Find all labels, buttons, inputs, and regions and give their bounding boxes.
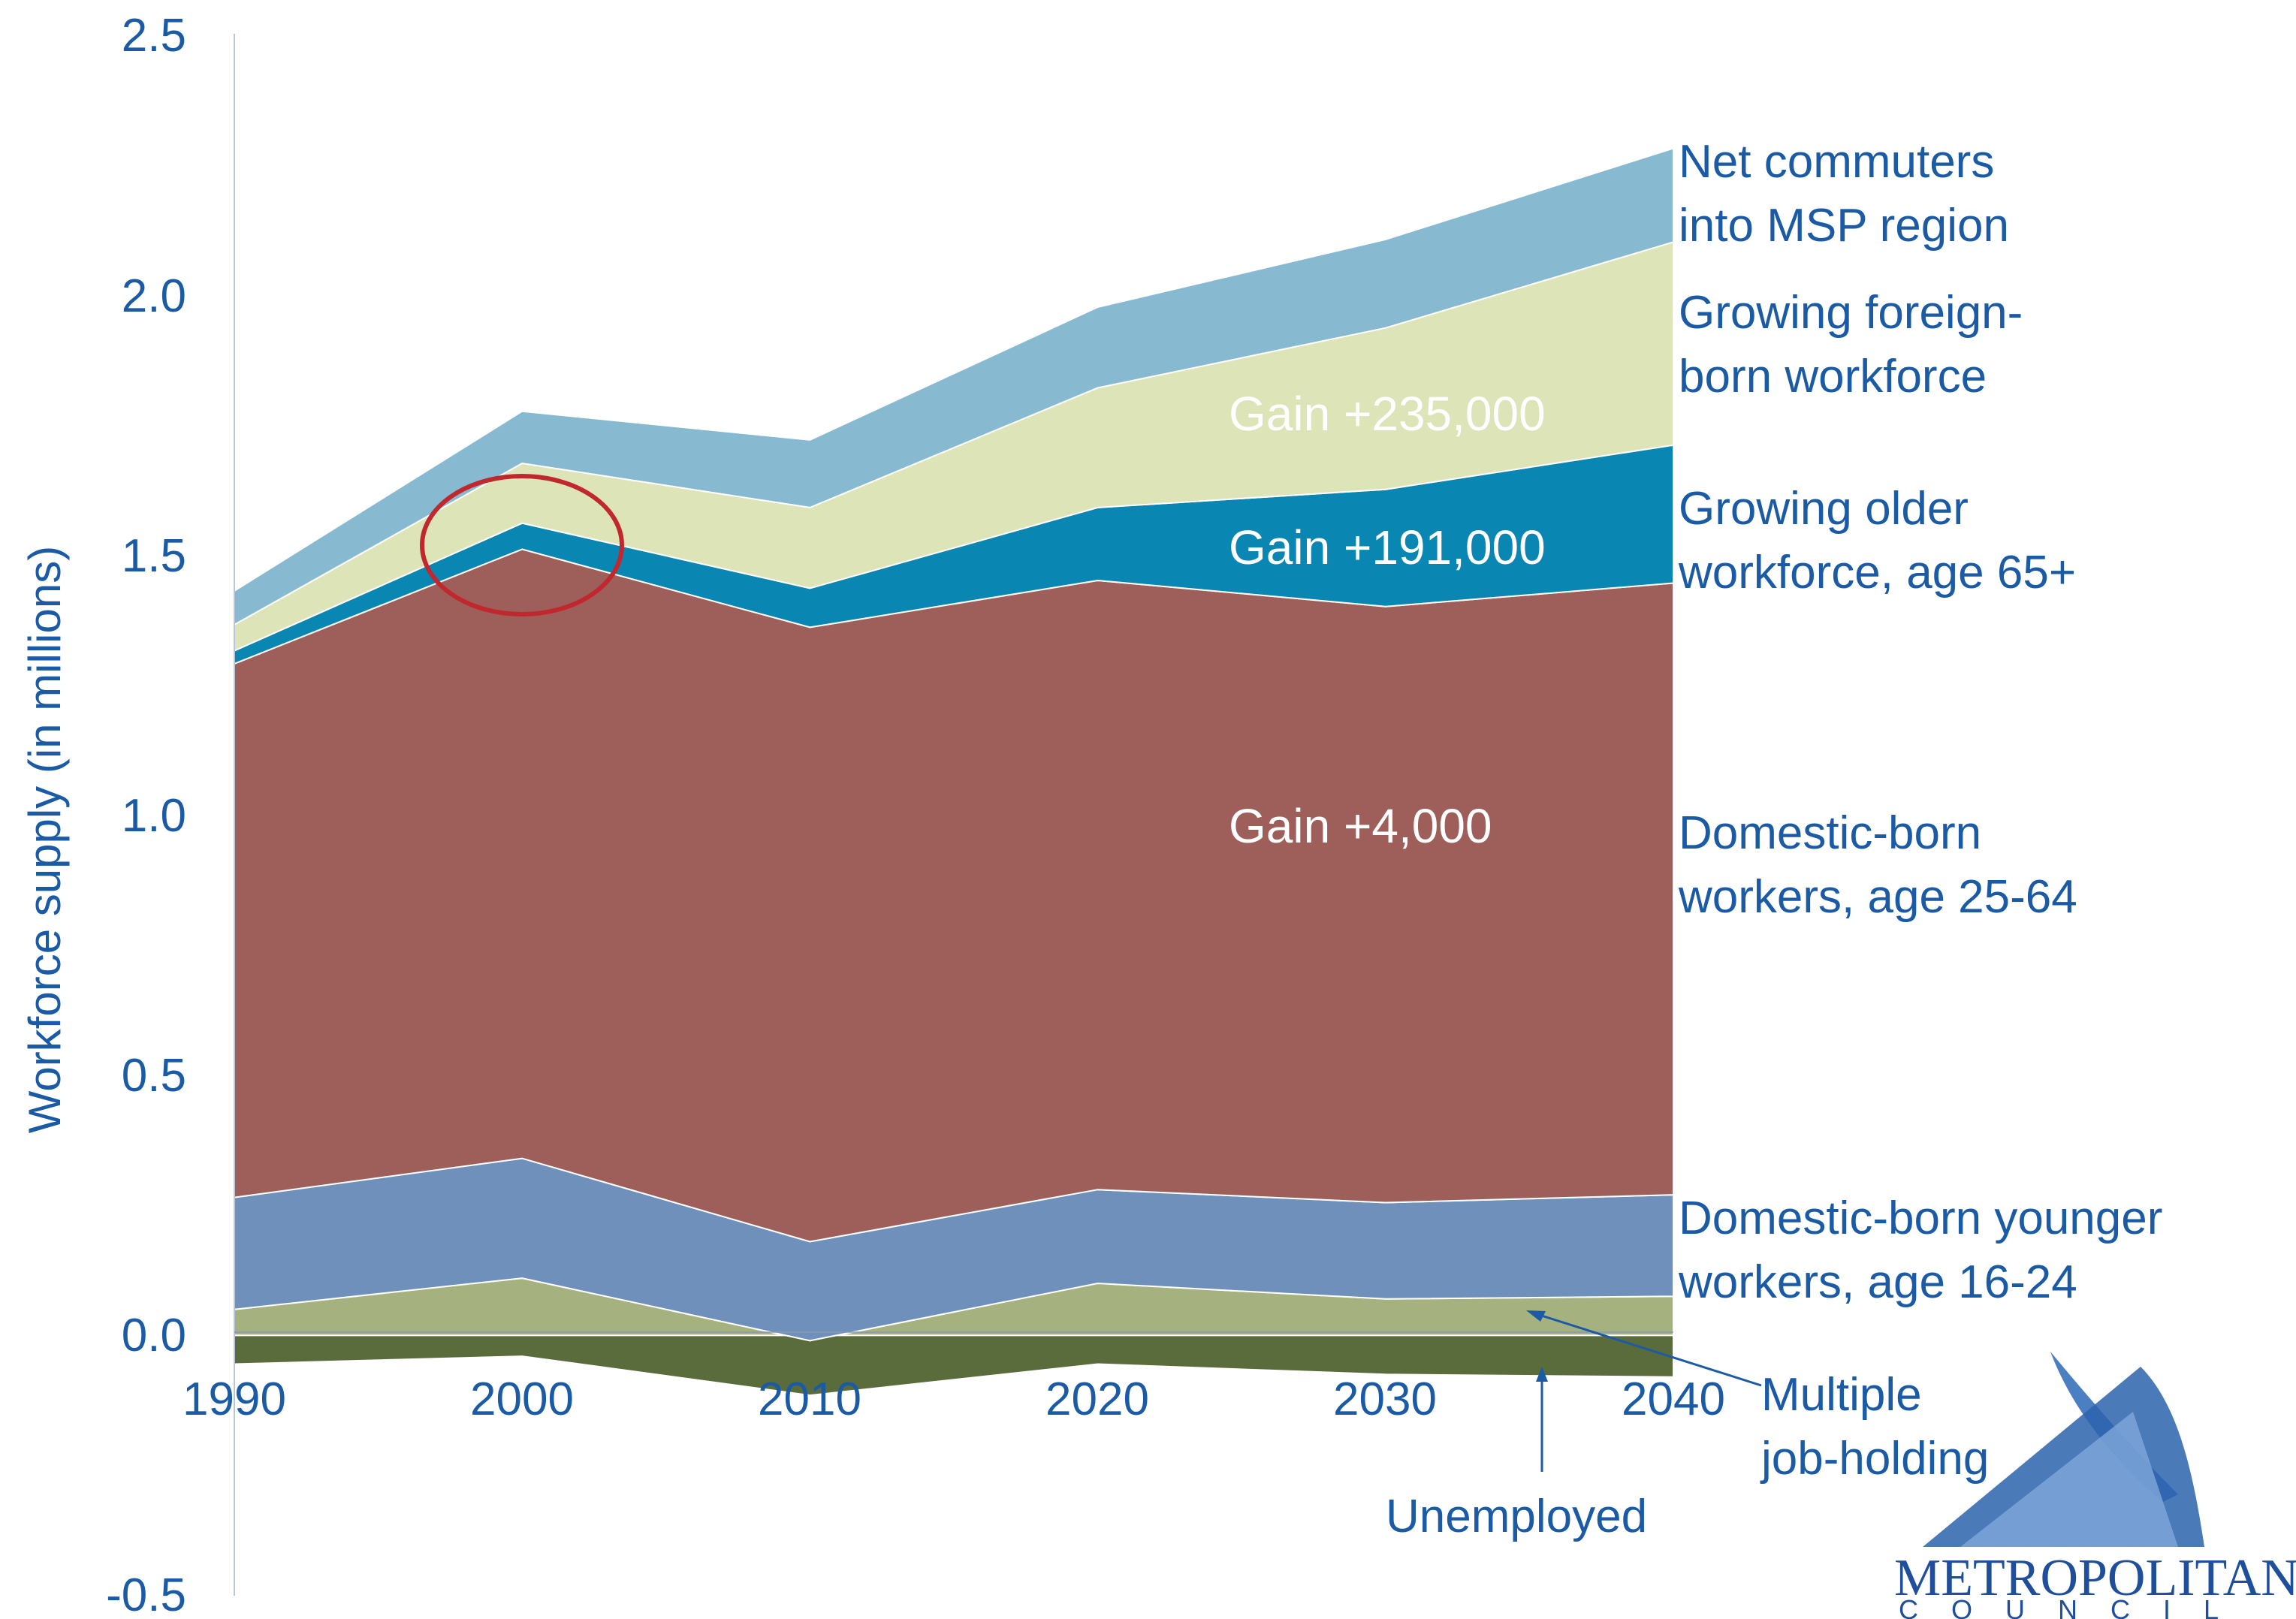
metropolitan-council-logo: METROPOLITAN COUNCIL — [1894, 1352, 2296, 1619]
stacked-area-layers — [234, 147, 1674, 1397]
series-label-older: Growing older — [1679, 483, 1969, 535]
series-label-domestic-16-24: Domestic-born younger — [1679, 1192, 2162, 1244]
y-tick-label: 0.5 — [122, 1050, 186, 1102]
label-pointers — [1526, 1310, 1762, 1472]
y-axis-title: Workforce supply (in millions) — [20, 546, 70, 1133]
logo-name: METROPOLITAN — [1894, 1549, 2296, 1607]
x-tick-label: 2020 — [1045, 1373, 1149, 1425]
series-label-domestic-16-24: workers, age 16-24 — [1678, 1256, 2077, 1308]
area-unemployed — [234, 1334, 1674, 1397]
y-tick-label: 1.0 — [122, 790, 186, 842]
series-label-domestic-25-64: workers, age 25-64 — [1678, 871, 2077, 923]
y-tick-label: 2.5 — [122, 10, 186, 62]
x-tick-labels: 1990 2000 2010 2020 2030 2040 — [183, 1373, 1725, 1425]
axes — [234, 34, 1673, 1596]
y-tick-label: 1.5 — [122, 530, 186, 582]
gain-annotation-foreign-born: Gain +235,000 — [1229, 387, 1546, 441]
series-labels: Net commuters into MSP region Growing fo… — [1386, 136, 2162, 1542]
series-label-multiple-job: job-holding — [1760, 1433, 1989, 1485]
gain-annotation-domestic: Gain +4,000 — [1229, 799, 1492, 853]
y-tick-labels: 2.5 2.0 1.5 1.0 0.5 0.0 -0.5 — [106, 10, 186, 1619]
logo-subtitle: COUNCIL — [1899, 1594, 2252, 1619]
x-tick-label: 2010 — [758, 1373, 861, 1425]
series-label-foreign-born: born workforce — [1679, 351, 1987, 402]
logo-inner-icon — [1960, 1412, 2178, 1547]
series-label-net-commuters: Net commuters — [1679, 136, 1994, 188]
x-tick-label: 2040 — [1622, 1373, 1725, 1425]
series-label-unemployed: Unemployed — [1386, 1491, 1647, 1542]
pointer-arrowhead — [1536, 1367, 1548, 1382]
series-label-net-commuters: into MSP region — [1679, 200, 2009, 252]
series-label-older: workforce, age 65+ — [1678, 547, 2076, 598]
series-label-multiple-job: Multiple — [1761, 1369, 1922, 1421]
y-tick-label: -0.5 — [106, 1569, 186, 1619]
x-tick-label: 1990 — [183, 1373, 286, 1425]
gain-annotations: Gain +235,000 Gain +191,000 Gain +4,000 — [1229, 387, 1546, 853]
x-tick-label: 2030 — [1333, 1373, 1437, 1425]
x-tick-label: 2000 — [470, 1373, 574, 1425]
gain-annotation-older: Gain +191,000 — [1229, 520, 1546, 574]
y-tick-label: 0.0 — [122, 1310, 186, 1361]
pointer-multiple-job — [1531, 1311, 1762, 1387]
area-net-commuters-into-msp-region — [234, 147, 1674, 626]
series-label-domestic-25-64: Domestic-born — [1679, 807, 1981, 859]
highlight-circle — [420, 474, 624, 617]
y-tick-label: 2.0 — [122, 270, 186, 322]
pointer-arrowhead — [1526, 1310, 1546, 1322]
series-label-foreign-born: Growing foreign- — [1679, 287, 2023, 339]
area-domestic-born-workers-age-25-64 — [234, 548, 1674, 1243]
